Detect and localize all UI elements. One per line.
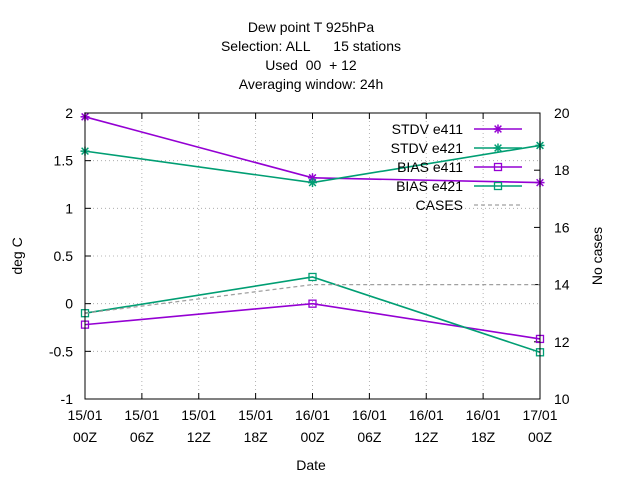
y2-tick-label: 12: [554, 334, 570, 350]
title-line-2: Selection: ALL 15 stations: [221, 38, 401, 54]
series-line-cases: [84, 283, 540, 314]
x-axis-label: Date: [296, 457, 326, 473]
axis-ticks: 15/01 00Z 15/01 06Z 15/01 12Z 15/01 18Z 16/01 00Z…: [49, 105, 570, 445]
x-tick-label-hour: 06Z: [130, 429, 155, 445]
x-tick-label-hour: 12Z: [414, 429, 439, 445]
y-tick-label: 2: [65, 105, 73, 121]
x-tick-label-date: 15/01: [181, 407, 216, 423]
data-point-square-marker: [308, 299, 317, 308]
x-tick-label-hour: 18Z: [244, 429, 269, 445]
plot-frame: [84, 112, 541, 400]
title-line-3: Used 00 + 12: [265, 57, 357, 73]
legend-label-bias-e421: BIAS e421: [396, 178, 463, 194]
x-tick-label-date: 17/01: [522, 407, 557, 423]
y2-tick-label: 20: [554, 105, 570, 121]
legend-label-bias-e411: BIAS e411: [397, 159, 463, 175]
legend-label-stdv-e421: STDV e421: [391, 140, 464, 156]
chart-title: Dew point T 925hPa Selection: ALL 15 sta…: [221, 19, 401, 92]
y-tick-label: 0.5: [54, 248, 74, 264]
y2-tick-label: 10: [554, 391, 570, 407]
x-tick-label-hour: 18Z: [471, 429, 496, 445]
data-point-star-marker: [493, 124, 503, 134]
y2-tick-label: 14: [554, 277, 570, 293]
data-point-star-marker: [308, 178, 317, 188]
x-tick-label-hour: 00Z: [73, 429, 98, 445]
x-tick-label-hour: 00Z: [528, 429, 553, 445]
y-tick-label: 0: [65, 296, 73, 312]
x-tick-label-hour: 06Z: [357, 429, 382, 445]
series-line-bias-e421: [84, 276, 541, 354]
title-line-1: Dew point T 925hPa: [248, 19, 375, 35]
data-point-square-marker: [493, 181, 503, 191]
star-stroke: [494, 125, 502, 133]
star-stroke: [494, 144, 502, 152]
data-point-square-marker: [308, 272, 317, 282]
x-tick-label-hour: 12Z: [187, 429, 212, 445]
y-tick-label: 1: [65, 200, 73, 216]
x-tick-label-date: 15/01: [67, 407, 102, 423]
y-tick-label: 1.5: [54, 153, 74, 169]
x-tick-label-date: 15/01: [124, 407, 159, 423]
y2-tick-label: 16: [554, 219, 570, 235]
x-tick-label-hour: 00Z: [300, 429, 325, 445]
x-tick-label-date: 15/01: [238, 407, 273, 423]
legend-label-stdv-e411: STDV e411: [392, 121, 464, 137]
title-line-4: Averaging window: 24h: [239, 76, 384, 92]
x-tick-label-date: 16/01: [295, 407, 330, 423]
data-point-square-marker: [493, 162, 503, 172]
y-tick-label: -1: [61, 391, 74, 407]
x-tick-label-date: 16/01: [466, 407, 501, 423]
legend-label-cases: CASES: [416, 197, 463, 213]
data-point-star-marker: [493, 143, 503, 153]
y2-tick-label: 18: [554, 162, 570, 178]
legend: STDV e411 STDV e421 BIAS e411 BIAS e421 CASE…: [391, 121, 522, 213]
star-stroke: [308, 178, 317, 187]
series-lines: [80, 112, 545, 357]
x-tick-label-date: 16/01: [409, 407, 444, 423]
x-tick-label-date: 16/01: [352, 407, 387, 423]
y-tick-label: -0.5: [49, 343, 73, 359]
y2-axis-label: No cases: [589, 227, 605, 285]
y-axis-label: deg C: [9, 237, 25, 274]
